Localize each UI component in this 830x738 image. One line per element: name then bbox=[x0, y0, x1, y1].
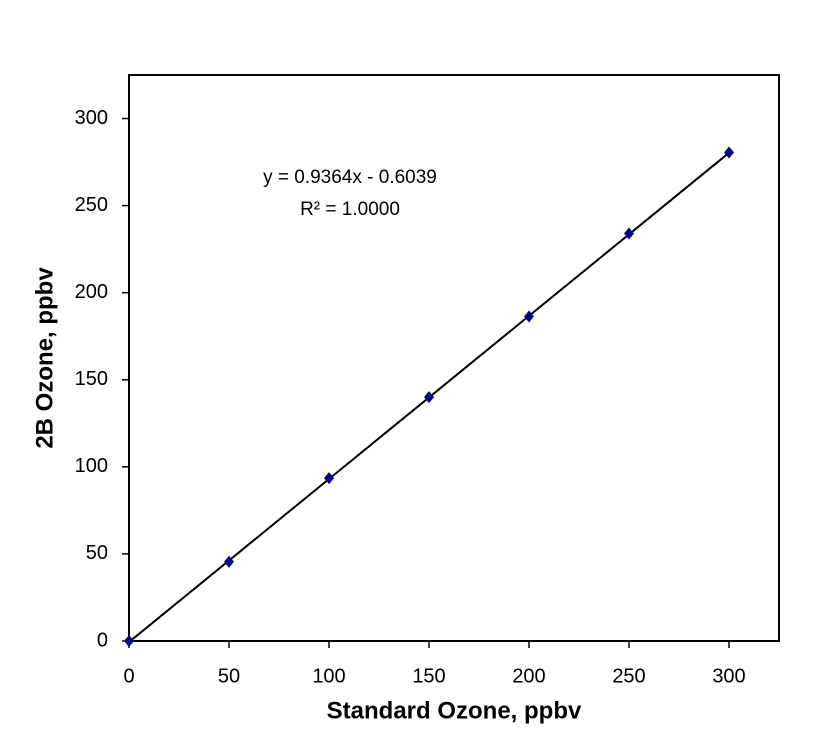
x-tick-label: 300 bbox=[712, 665, 745, 687]
x-tick-label: 0 bbox=[123, 665, 134, 687]
point bbox=[624, 227, 634, 240]
y-tick-label: 150 bbox=[75, 368, 108, 390]
y-tick-label: 100 bbox=[75, 455, 108, 477]
point bbox=[124, 635, 134, 647]
x-tick-label: 150 bbox=[412, 665, 445, 687]
point bbox=[324, 472, 334, 485]
y-tick-label: 250 bbox=[75, 194, 108, 216]
point bbox=[524, 310, 534, 323]
x-tick-label: 200 bbox=[512, 665, 545, 687]
equation: y = 0.9364x - 0.6039 bbox=[263, 167, 437, 188]
point bbox=[724, 146, 734, 159]
plot-frame bbox=[128, 74, 780, 642]
r-squared: R² = 1.0000 bbox=[300, 199, 400, 220]
x-axis-title: Standard Ozone, ppbv bbox=[327, 697, 582, 724]
y-axis-title: 2B Ozone, ppbv bbox=[31, 267, 58, 449]
point bbox=[224, 555, 234, 568]
y-tick-label: 200 bbox=[75, 281, 108, 303]
x-tick-label: 250 bbox=[612, 665, 645, 687]
point bbox=[424, 391, 434, 404]
y-tick-label: 0 bbox=[97, 629, 108, 651]
x-tick-label: 100 bbox=[312, 665, 345, 687]
x-tick-label: 50 bbox=[218, 665, 240, 687]
y-tick-label: 300 bbox=[75, 107, 108, 129]
y-tick-label: 50 bbox=[86, 542, 108, 564]
